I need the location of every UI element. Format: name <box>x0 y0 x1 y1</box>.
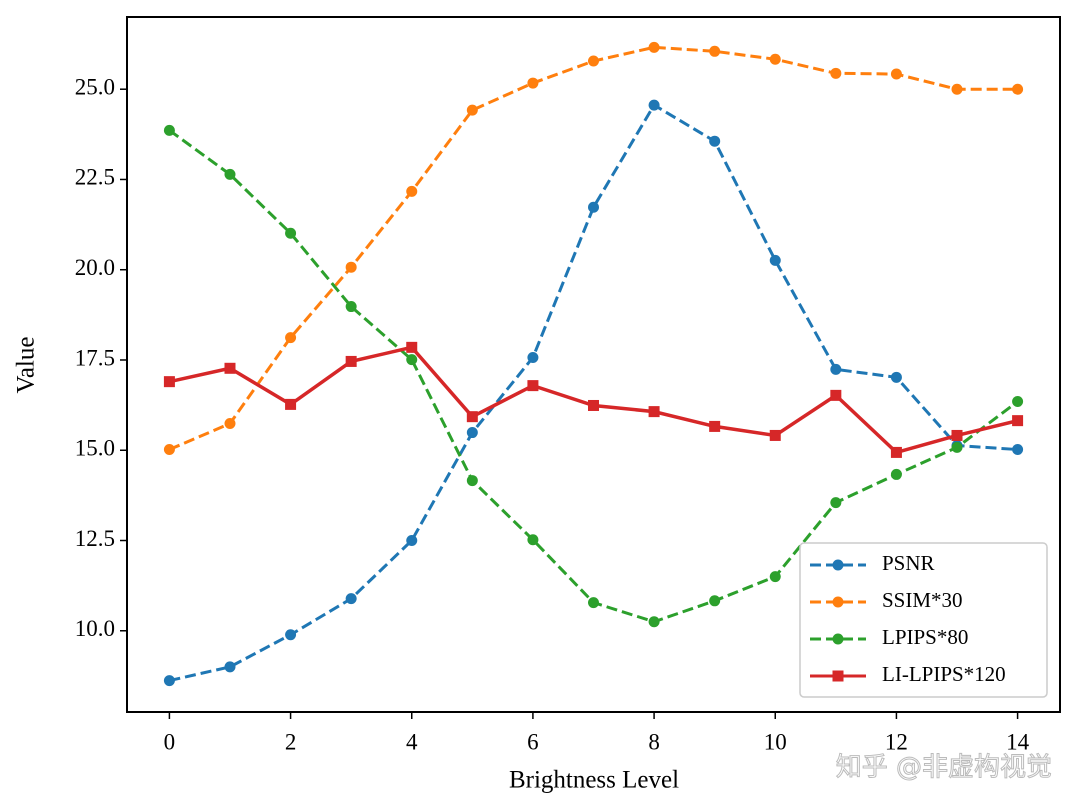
marker <box>709 420 721 432</box>
marker <box>769 429 781 441</box>
marker <box>588 201 599 213</box>
marker <box>588 55 599 67</box>
marker <box>224 362 236 374</box>
marker <box>830 67 842 79</box>
marker <box>648 616 660 628</box>
marker <box>1012 415 1024 427</box>
marker <box>890 446 902 458</box>
marker <box>527 77 539 89</box>
marker <box>832 633 844 645</box>
x-tick-label: 6 <box>527 729 539 754</box>
marker <box>832 670 844 682</box>
marker <box>163 124 175 136</box>
legend-label: PSNR <box>882 551 935 575</box>
marker <box>830 389 842 401</box>
marker <box>285 398 297 410</box>
marker <box>648 406 660 418</box>
legend-box <box>799 542 1048 698</box>
marker <box>466 411 478 423</box>
marker <box>406 341 418 353</box>
marker <box>890 371 902 383</box>
marker <box>951 429 963 441</box>
x-tick-label: 12 <box>885 729 908 754</box>
marker <box>648 41 660 53</box>
marker <box>527 380 539 392</box>
marker <box>830 497 842 509</box>
plot-frame <box>126 16 1061 713</box>
marker <box>163 444 175 456</box>
legend-label: SSIM*30 <box>882 588 963 612</box>
y-tick-label: 20.0 <box>75 255 115 280</box>
marker <box>345 593 357 605</box>
legend: PSNR SSIM*30 LPIPS*80 LI-LPIPS*120 <box>799 542 1048 698</box>
y-tick-label: 25.0 <box>75 74 115 99</box>
y-tick-label: 15.0 <box>75 436 115 461</box>
marker <box>1012 444 1024 456</box>
x-tick-label: 14 <box>1006 729 1030 754</box>
marker <box>466 427 478 439</box>
marker <box>345 355 357 367</box>
line <box>169 103 1018 683</box>
marker <box>648 99 660 111</box>
x-tick-label: 10 <box>764 729 787 754</box>
marker <box>769 571 781 583</box>
marker <box>345 301 357 313</box>
marker <box>951 441 963 453</box>
marker <box>406 354 418 366</box>
marker <box>709 135 721 147</box>
x-tick-label: 0 <box>164 729 176 754</box>
y-axis-label: Value <box>13 337 40 394</box>
x-axis-label: Brightness Level <box>509 767 679 794</box>
marker <box>951 83 963 95</box>
marker <box>709 595 721 607</box>
y-tick-label: 17.5 <box>75 345 115 370</box>
marker <box>406 535 418 547</box>
marker <box>163 675 175 687</box>
marker <box>588 399 599 411</box>
legend-label: LI-LPIPS*120 <box>882 662 1006 686</box>
x-tick-label: 2 <box>285 729 297 754</box>
legend-label: LPIPS*80 <box>882 625 968 649</box>
marker <box>224 168 236 180</box>
y-tick-label: 10.0 <box>75 616 115 641</box>
marker <box>466 104 478 116</box>
marker <box>285 227 297 239</box>
y-tick-label: 22.5 <box>75 165 115 190</box>
marker <box>832 596 844 608</box>
marker <box>1012 83 1024 95</box>
marker <box>345 261 357 273</box>
marker <box>890 68 902 80</box>
marker <box>709 45 721 57</box>
marker <box>832 559 844 571</box>
marker <box>527 351 539 363</box>
marker <box>285 629 297 641</box>
marker <box>285 332 297 344</box>
x-tick-label: 8 <box>648 729 660 754</box>
marker <box>890 468 902 480</box>
marker <box>830 363 842 375</box>
marker <box>588 597 599 609</box>
marker <box>224 418 236 430</box>
watermark: 知乎 @非虚构视觉 <box>836 753 1052 783</box>
marker <box>163 376 175 388</box>
marker <box>466 475 478 487</box>
marker <box>224 661 236 673</box>
y-tick-label: 12.5 <box>75 526 115 551</box>
marker <box>406 185 418 197</box>
marker <box>527 534 539 546</box>
x-tick-label: 4 <box>406 729 418 754</box>
marker <box>1012 396 1024 408</box>
marker <box>769 254 781 266</box>
marker <box>769 53 781 65</box>
